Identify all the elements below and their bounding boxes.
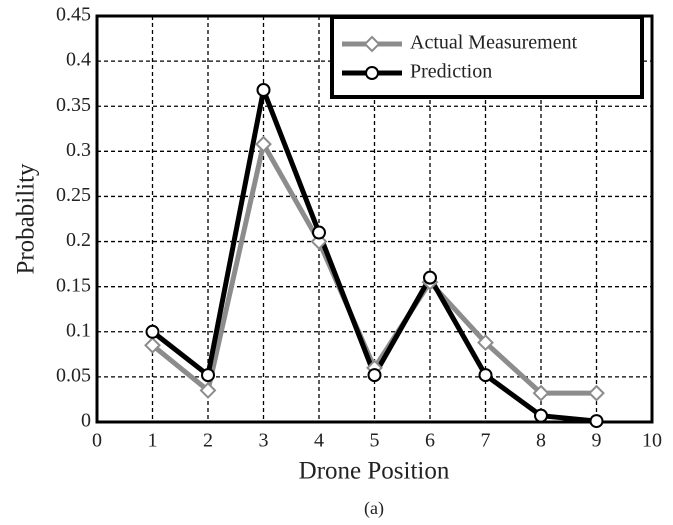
circle-marker [478,368,493,383]
x-tick-label: 0 [92,430,102,452]
x-tick-label: 6 [425,430,435,452]
circle-marker [365,66,379,80]
diamond-marker [255,135,272,153]
circle-marker [534,408,548,423]
y-tick-label: 0.3 [66,139,91,161]
circle-marker [201,368,215,383]
y-tick-label: 0.2 [66,229,91,251]
diamond-marker [532,384,550,402]
diamond-marker [363,35,381,53]
circle-marker [367,368,382,383]
x-tick-label: 5 [370,430,380,452]
caption: (a) [364,498,384,519]
legend-box [330,15,644,99]
x-tick-label: 10 [642,430,662,452]
x-tick-label: 8 [536,430,546,452]
y-tick-label: 0.15 [56,274,91,296]
y-tick-label: 0.05 [56,364,91,386]
y-tick-label: 0.1 [66,319,91,341]
y-tick-label: 0 [81,410,91,432]
legend-label: Actual Measurement [410,32,578,54]
x-tick-label: 7 [481,430,491,452]
circle-marker [256,82,271,97]
y-tick-label: 0.45 [56,4,91,26]
diamond-marker [199,382,217,399]
y-tick-label: 0.4 [66,49,91,71]
x-tick-label: 2 [203,430,213,452]
x-tick-label: 3 [259,430,269,452]
circle-marker [589,414,604,429]
y-tick-label: 0.25 [56,184,91,206]
diamond-marker [144,336,161,354]
x-tick-label: 1 [148,430,158,452]
x-tick-label: 4 [314,430,324,452]
circle-marker [312,225,326,240]
y-axis-label: Probability [13,163,40,275]
x-axis-label: Drone Position [299,458,450,485]
y-tick-label: 0.35 [56,94,91,116]
circle-marker [423,270,437,285]
circle-marker [145,324,160,339]
diamond-marker [588,384,605,402]
x-tick-label: 9 [592,430,602,452]
legend-label: Prediction [410,61,492,83]
diamond-marker [477,334,494,352]
